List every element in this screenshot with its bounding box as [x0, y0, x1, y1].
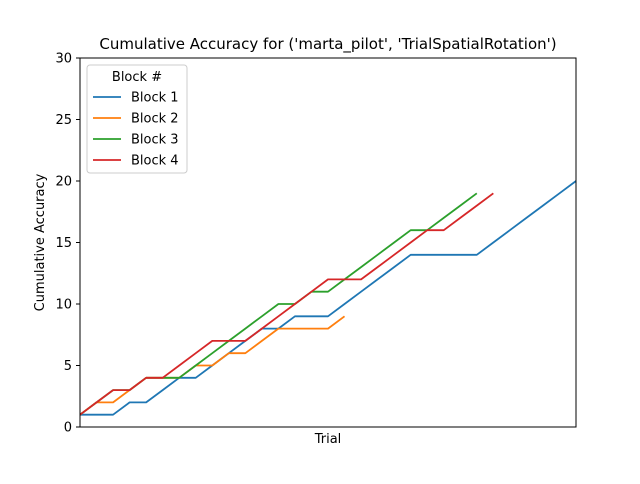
legend-box	[86, 64, 188, 174]
legend-label-block-4: Block 4	[131, 154, 179, 169]
legend-label-block-1: Block 1	[131, 91, 179, 106]
legend-label-block-2: Block 2	[131, 112, 179, 127]
y-axis-label: Cumulative Accuracy	[33, 173, 48, 311]
series-line-block-1	[80, 180, 577, 416]
plot-frame	[79, 57, 577, 428]
y-tick-label: 15	[55, 236, 72, 251]
y-tick-label: 10	[55, 298, 72, 313]
legend-entries: Block 1 Block 2 Block 3 Block 4	[93, 91, 179, 169]
x-axis-label: Trial	[314, 432, 342, 447]
legend: Block # Block 1 Block 2 Block 3 Block 4	[86, 64, 188, 174]
y-axis-ticks: 0 5 10 15 20 25 30	[55, 52, 80, 436]
series-layer	[79, 180, 577, 416]
y-tick-label: 5	[64, 359, 72, 374]
series-line-block-4	[79, 192, 494, 416]
chart-title: Cumulative Accuracy for ('marta_pilot', …	[99, 35, 556, 54]
y-tick-label: 25	[55, 113, 72, 128]
legend-label-block-3: Block 3	[131, 133, 179, 148]
y-tick-label: 30	[55, 52, 72, 67]
y-tick-label: 0	[64, 421, 72, 436]
legend-title: Block #	[112, 70, 162, 85]
y-tick-label: 20	[55, 175, 72, 190]
series-line-block-2	[79, 315, 346, 416]
